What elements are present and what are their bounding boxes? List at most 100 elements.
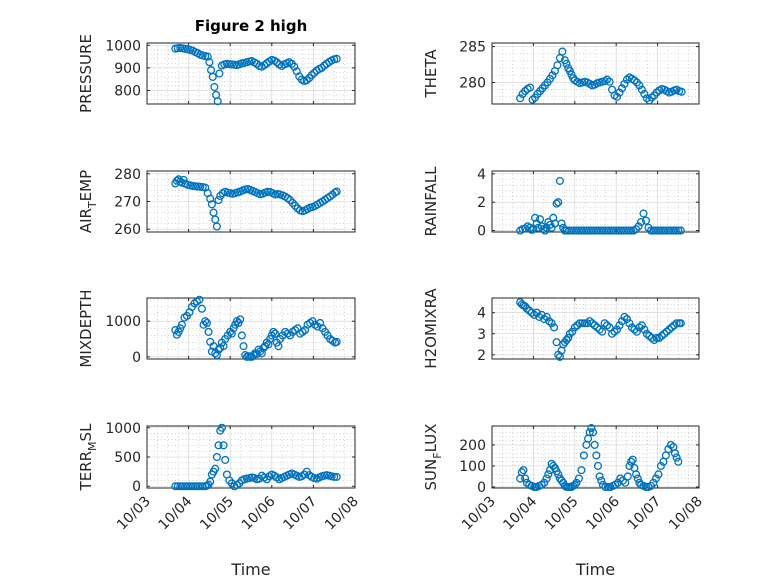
- data-point: [674, 457, 683, 466]
- data-point: [595, 472, 604, 481]
- data-point: [572, 478, 581, 487]
- data-point: [650, 336, 659, 345]
- data-point: [657, 331, 666, 340]
- axes-frame: [491, 42, 700, 105]
- data-point: [610, 327, 619, 336]
- data-point: [214, 196, 223, 205]
- data-point: [627, 457, 636, 466]
- data-point: [637, 85, 646, 94]
- data-point: [598, 480, 608, 489]
- data-point: [332, 187, 341, 196]
- data-point: [205, 58, 214, 67]
- data-point: [577, 226, 586, 235]
- data-point: [654, 226, 663, 235]
- data-point: [674, 226, 683, 235]
- data-point: [219, 342, 228, 351]
- data-point: [554, 470, 563, 479]
- data-point: [632, 470, 641, 479]
- data-point: [572, 226, 581, 235]
- data-point: [317, 63, 326, 72]
- data-point: [667, 323, 676, 332]
- data-point: [617, 84, 627, 93]
- data-point: [641, 482, 651, 491]
- data-point: [665, 325, 674, 334]
- data-point: [330, 188, 340, 197]
- data-point: [525, 306, 534, 315]
- y-axis-label: TERRMSL: [77, 423, 99, 492]
- data-point: [597, 226, 606, 235]
- data-point: [611, 480, 620, 489]
- data-point: [188, 482, 197, 491]
- data-point: [647, 93, 656, 102]
- data-point: [519, 466, 528, 475]
- data-point: [584, 226, 593, 235]
- data-point: [612, 226, 621, 235]
- data-point: [592, 226, 601, 235]
- data-point: [612, 325, 622, 334]
- data-point: [593, 461, 603, 470]
- data-point: [639, 209, 648, 218]
- data-point: [249, 351, 258, 360]
- y-axis-label: PRESSURE: [77, 34, 95, 113]
- data-point: [530, 310, 539, 319]
- data-point: [517, 468, 526, 477]
- data-point: [635, 323, 644, 332]
- data-point: [574, 226, 583, 235]
- subplot-terr_msl: 0 500 1000 10/03 10/04 10/05 10/06 10/07 10/08 TE…: [77, 421, 362, 579]
- y-tick-label: 280: [459, 75, 486, 91]
- data-point: [532, 308, 541, 317]
- x-tick-label: 10/08: [666, 494, 706, 534]
- data-point: [609, 226, 618, 235]
- data-point: [211, 464, 220, 473]
- data-point: [601, 482, 610, 491]
- data-point: [627, 323, 636, 332]
- data-point: [612, 92, 622, 101]
- plot-area: [491, 170, 700, 233]
- data-point: [615, 88, 624, 97]
- data-point: [633, 474, 642, 483]
- data-point: [195, 295, 204, 304]
- series-markers: [516, 424, 683, 491]
- x-tick-label: 10/03: [459, 494, 499, 534]
- data-point: [677, 87, 686, 96]
- data-point: [624, 226, 633, 235]
- data-point: [617, 226, 626, 235]
- y-tick-label: 200: [459, 438, 486, 454]
- data-point: [641, 216, 651, 225]
- data-point: [302, 76, 311, 85]
- data-point: [274, 342, 283, 351]
- y-tick-label: 4: [477, 167, 486, 183]
- data-point: [632, 327, 641, 336]
- data-point: [634, 222, 643, 231]
- y-tick-label: 270: [114, 195, 141, 211]
- data-point: [332, 472, 341, 481]
- y-tick-label: 100: [459, 459, 486, 475]
- data-point: [664, 445, 673, 454]
- data-point: [569, 226, 579, 235]
- data-point: [615, 321, 624, 330]
- data-point: [570, 480, 579, 489]
- data-point: [236, 315, 245, 324]
- data-point: [622, 314, 632, 324]
- data-point: [640, 325, 649, 334]
- y-axis-label-part: EMP: [77, 170, 95, 201]
- data-point: [562, 336, 571, 345]
- data-point: [582, 226, 591, 235]
- subplot-rainfall: 0 2 4 RAINFALL: [422, 166, 700, 240]
- x-tick-label: 10/05: [197, 494, 237, 534]
- data-point: [221, 455, 230, 464]
- y-axis-label-part: SUN: [422, 459, 440, 491]
- y-tick-label: 500: [114, 450, 141, 466]
- data-point: [562, 59, 571, 68]
- data-point: [605, 77, 614, 86]
- data-point: [191, 482, 200, 491]
- data-point: [521, 474, 530, 483]
- data-point: [672, 319, 681, 328]
- data-point: [213, 97, 222, 106]
- data-point: [630, 76, 639, 85]
- y-axis-label: SUNFLUX: [422, 424, 444, 491]
- data-point: [176, 482, 185, 491]
- data-point: [271, 329, 280, 338]
- data-point: [671, 226, 680, 235]
- data-point: [552, 199, 561, 208]
